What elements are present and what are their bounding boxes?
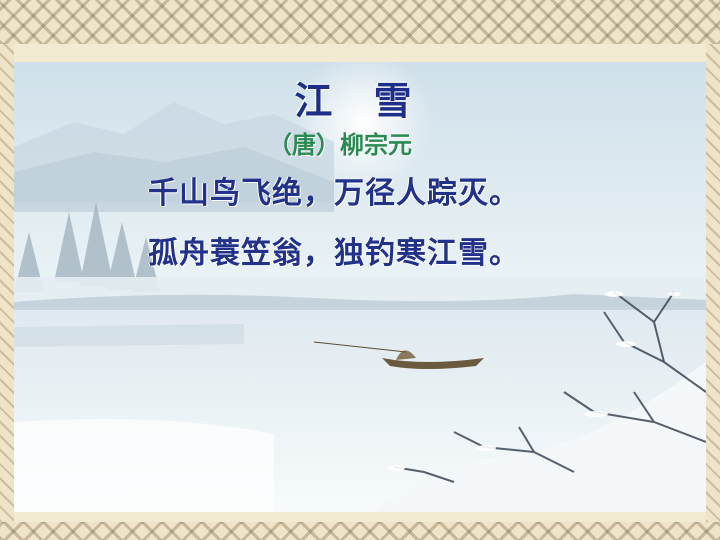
- poem-line-1: 千山鸟飞绝，万径人踪灭。: [148, 176, 520, 211]
- poem-title: 江 雪: [294, 79, 426, 123]
- mountain-icon: [14, 102, 334, 212]
- snow-landscape-painting: [14, 62, 706, 512]
- poem-line-2: 孤舟蓑笠翁，独钓寒江雪。: [148, 236, 520, 271]
- ornamental-border-top: [0, 0, 720, 44]
- fishing-boat-icon: [313, 341, 484, 369]
- poem-author: （唐）柳宗元: [268, 131, 412, 159]
- ornamental-border-right: [706, 44, 720, 522]
- snowy-tree-icon: [393, 291, 706, 483]
- ornamental-border-bottom: [0, 522, 720, 540]
- ornamental-border-left: [0, 44, 14, 522]
